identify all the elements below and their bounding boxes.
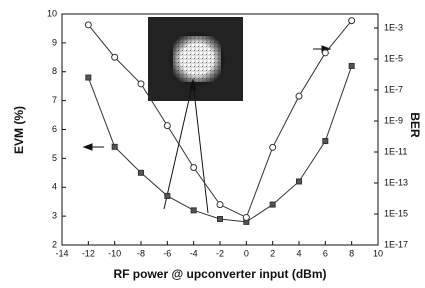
y-tick-label: 5: [52, 153, 57, 163]
x-tick-label: 4: [296, 248, 301, 258]
point: [322, 50, 328, 56]
point: [138, 81, 144, 87]
y2-tick-label: 1E-13: [384, 177, 408, 187]
point: [139, 170, 144, 175]
point: [217, 202, 223, 208]
point: [349, 63, 354, 68]
y-tick-label: 8: [52, 66, 57, 76]
x-tick-label: 0: [244, 248, 249, 258]
y-tick-label: 9: [52, 37, 57, 47]
point: [349, 18, 355, 24]
x-tick-label: -14: [55, 248, 68, 258]
y2-tick-label: 1E-17: [384, 239, 408, 249]
point: [270, 202, 275, 207]
point: [270, 144, 276, 150]
y2-tick-label: 1E-15: [384, 208, 408, 218]
chart: RF power @ upconverter input (dBm) EVM (…: [0, 0, 425, 288]
x-tick-label: -8: [137, 248, 145, 258]
y-tick-label: 6: [52, 124, 57, 134]
y-tick-label: 7: [52, 95, 57, 105]
x-tick-label: -6: [163, 248, 171, 258]
point: [112, 144, 117, 149]
point: [323, 139, 328, 144]
point: [165, 193, 170, 198]
x-tick-label: -2: [216, 248, 224, 258]
y-axis-label: EVM (%): [12, 106, 26, 154]
y2-tick-label: 1E-7: [384, 84, 403, 94]
point: [297, 179, 302, 184]
point: [164, 123, 170, 129]
x-tick-label: 6: [323, 248, 328, 258]
x-tick-label: 8: [349, 248, 354, 258]
y2-axis-label: BER: [408, 112, 422, 138]
point: [243, 214, 249, 220]
point: [218, 217, 223, 222]
point: [191, 164, 197, 170]
point: [112, 54, 118, 60]
x-tick-label: 2: [270, 248, 275, 258]
y-tick-label: 4: [52, 182, 57, 192]
y2-tick-label: 1E-3: [384, 22, 403, 32]
point: [191, 208, 196, 213]
y-tick-label: 10: [47, 8, 57, 18]
point: [85, 22, 91, 28]
point: [86, 75, 91, 80]
y2-tick-label: 1E-5: [384, 53, 403, 63]
x-tick-label: 10: [373, 248, 383, 258]
x-tick-label: -4: [190, 248, 198, 258]
point: [296, 93, 302, 99]
x-tick-label: -12: [82, 248, 95, 258]
y2-tick-label: 1E-9: [384, 115, 403, 125]
y-tick-label: 3: [52, 211, 57, 221]
y2-tick-label: 1E-11: [384, 146, 407, 156]
x-axis-label: RF power @ upconverter input (dBm): [113, 267, 326, 281]
x-tick-label: -10: [108, 248, 121, 258]
y-tick-label: 2: [52, 239, 57, 249]
